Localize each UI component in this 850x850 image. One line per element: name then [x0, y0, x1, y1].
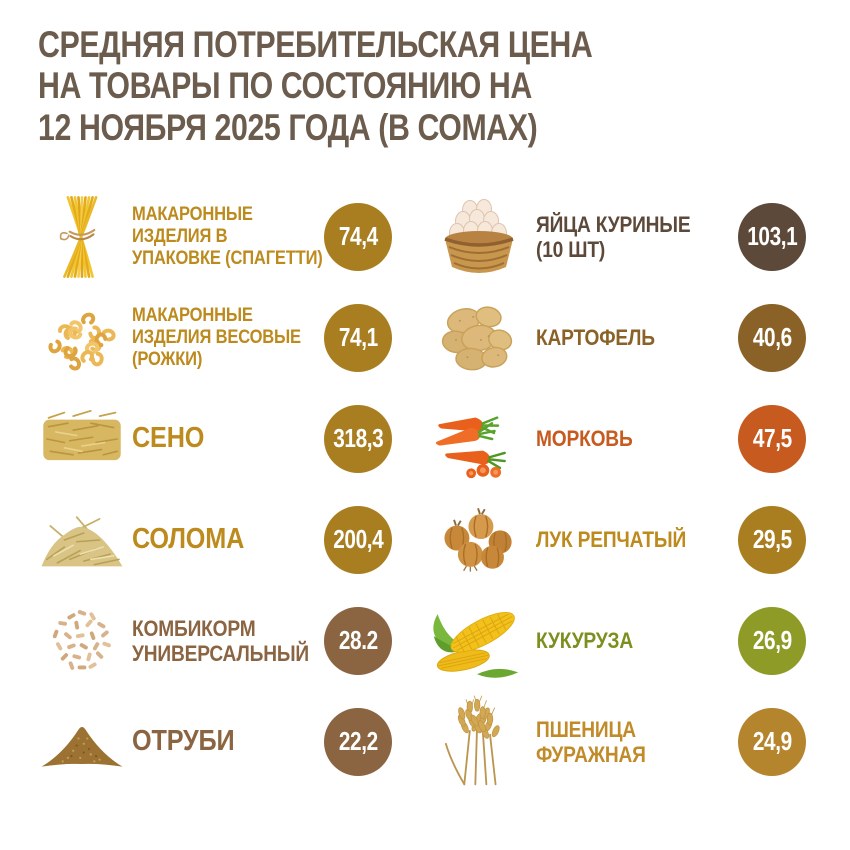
macaroni-icon [38, 290, 126, 386]
row-corn: КУКУРУЗА 26,9 [428, 590, 806, 691]
corn-icon [428, 593, 530, 689]
price-badge: 24,9 [738, 707, 806, 776]
product-label: КУКУРУЗА [536, 628, 633, 654]
row-wheat: ПШЕНИЦА ФУРАЖНАЯ 24,9 [428, 691, 806, 792]
product-label: КОМБИКОРМ УНИВЕРСАЛЬНЫЙ [132, 615, 310, 666]
carrots-icon [428, 391, 530, 487]
row-potatoes: КАРТОФЕЛЬ 40,6 [428, 287, 806, 388]
price-value: 26,9 [752, 625, 792, 656]
left-column: МАКАРОННЫЕ ИЗДЕЛИЯ В УПАКОВКЕ (СПАГЕТТИ)… [38, 186, 392, 792]
price-badge: 318,3 [324, 404, 392, 473]
price-value: 24,9 [752, 726, 792, 757]
row-eggs: ЯЙЦА КУРИНЫЕ (10 ШТ) 103,1 [428, 186, 806, 287]
title-line-3: 12 НОЯБРЯ 2025 ГОДА (В СОМАХ) [38, 106, 538, 148]
price-value: 22,2 [338, 726, 378, 757]
price-badge: 28.2 [324, 606, 392, 675]
price-value: 103,1 [746, 221, 798, 252]
feed-pellets-icon [38, 593, 126, 689]
infographic: СРЕДНЯЯ ПОТРЕБИТЕЛЬСКАЯ ЦЕНА НА ТОВАРЫ П… [38, 24, 850, 792]
page-title: СРЕДНЯЯ ПОТРЕБИТЕЛЬСКАЯ ЦЕНА НА ТОВАРЫ П… [38, 24, 704, 148]
title-line-1: СРЕДНЯЯ ПОТРЕБИТЕЛЬСКАЯ ЦЕНА [38, 24, 593, 65]
product-label: СОЛОМА [132, 523, 245, 556]
price-badge: 74,1 [324, 303, 392, 372]
price-value: 74,4 [338, 221, 378, 252]
product-label: ЛУК РЕПЧАТЫЙ [536, 527, 687, 553]
right-column: ЯЙЦА КУРИНЫЕ (10 ШТ) 103,1 [428, 186, 806, 792]
product-label: СЕНО [132, 422, 205, 455]
wheat-icon [428, 694, 530, 790]
straw-icon [38, 492, 126, 588]
row-carrots: МОРКОВЬ 47,5 [428, 388, 806, 489]
product-label: КАРТОФЕЛЬ [536, 325, 655, 351]
price-value: 318,3 [332, 423, 384, 454]
product-label: МАКАРОННЫЕ ИЗДЕЛИЯ ВЕСОВЫЕ (РОЖКИ) [132, 305, 301, 370]
hay-bale-icon [38, 391, 126, 487]
product-label: МАКАРОННЫЕ ИЗДЕЛИЯ В УПАКОВКЕ (СПАГЕТТИ) [132, 204, 323, 269]
price-badge: 22,2 [324, 707, 392, 776]
spaghetti-icon [38, 189, 126, 285]
potatoes-icon [428, 290, 530, 386]
row-hay: СЕНО 318,3 [38, 388, 392, 489]
product-label: ОТРУБИ [132, 725, 235, 758]
product-label: ЯЙЦА КУРИНЫЕ (10 ШТ) [536, 211, 691, 262]
price-badge: 47,5 [738, 404, 806, 473]
onions-icon [428, 492, 530, 588]
row-straw: СОЛОМА 200,4 [38, 489, 392, 590]
price-grid: МАКАРОННЫЕ ИЗДЕЛИЯ В УПАКОВКЕ (СПАГЕТТИ)… [38, 186, 850, 792]
row-feed: КОМБИКОРМ УНИВЕРСАЛЬНЫЙ 28.2 [38, 590, 392, 691]
price-badge: 26,9 [738, 606, 806, 675]
price-value: 74,1 [338, 322, 378, 353]
price-badge: 74,4 [324, 202, 392, 271]
row-bran: ОТРУБИ 22,2 [38, 691, 392, 792]
price-badge: 40,6 [738, 303, 806, 372]
price-value: 47,5 [752, 423, 792, 454]
price-badge: 29,5 [738, 505, 806, 574]
price-value: 28.2 [338, 625, 378, 656]
price-badge: 103,1 [738, 202, 806, 271]
product-label: МОРКОВЬ [536, 426, 633, 452]
row-macaroni: МАКАРОННЫЕ ИЗДЕЛИЯ ВЕСОВЫЕ (РОЖКИ) 74,1 [38, 287, 392, 388]
eggs-basket-icon [428, 189, 530, 285]
price-value: 200,4 [332, 524, 384, 555]
title-line-2: НА ТОВАРЫ ПО СОСТОЯНИЮ НА [38, 65, 532, 107]
row-spaghetti: МАКАРОННЫЕ ИЗДЕЛИЯ В УПАКОВКЕ (СПАГЕТТИ)… [38, 186, 392, 287]
price-badge: 200,4 [324, 505, 392, 574]
row-onions: ЛУК РЕПЧАТЫЙ 29,5 [428, 489, 806, 590]
price-value: 29,5 [752, 524, 792, 555]
bran-icon [38, 694, 126, 790]
price-value: 40,6 [752, 322, 792, 353]
product-label: ПШЕНИЦА ФУРАЖНАЯ [536, 716, 646, 767]
